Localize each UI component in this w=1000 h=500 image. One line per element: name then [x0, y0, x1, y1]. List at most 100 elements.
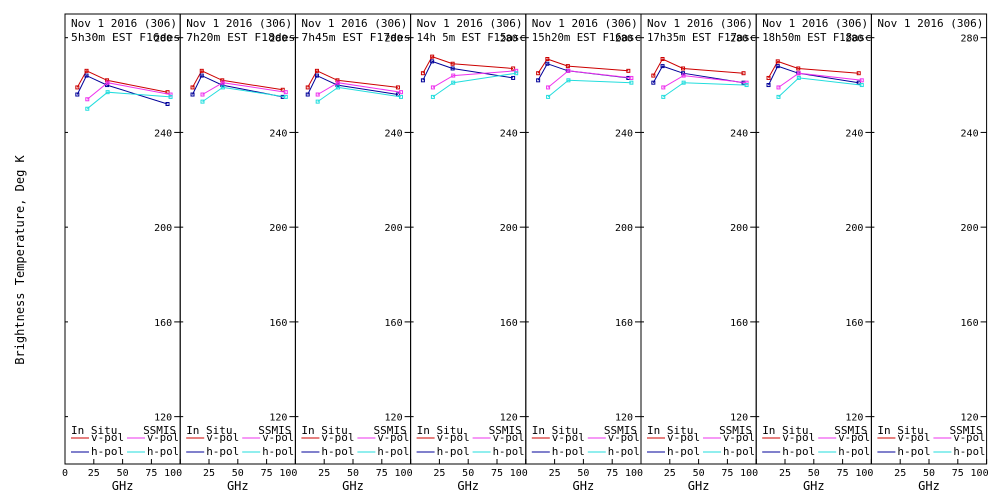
data-point	[315, 99, 320, 104]
y-tick-label: 200	[961, 223, 979, 234]
data-point	[190, 85, 195, 90]
legend-label-insitu-v: v-pol	[897, 431, 930, 444]
x-tick-label: 25	[894, 468, 906, 479]
series-insitu-v	[766, 59, 861, 80]
y-tick-label: 240	[269, 128, 287, 139]
series-line	[422, 55, 514, 74]
series-ssmis-h	[776, 75, 864, 99]
data-point	[536, 71, 541, 76]
y-tick-label: 200	[154, 223, 172, 234]
legend-label-insitu-v: v-pol	[552, 431, 585, 444]
series-line	[547, 70, 632, 88]
y-tick-label: 120	[385, 413, 403, 424]
x-axis-title: GHz	[227, 479, 249, 493]
panel-title-time: 7h45m EST F17des	[301, 31, 410, 44]
legend-label-ssmis-h: h-pol	[608, 445, 640, 458]
legend-label-ssmis-v: v-pol	[147, 431, 179, 444]
y-tick-label: 160	[154, 318, 172, 329]
x-tick-label: 100	[279, 468, 297, 479]
series-ssmis-v	[661, 73, 749, 90]
legend-label-ssmis-v: v-pol	[262, 431, 294, 444]
data-point	[451, 80, 456, 85]
x-tick-label: 75	[952, 468, 964, 479]
panels: Nov 1 2016 (306) 5h30m EST F16des 120 160 20…	[62, 13, 989, 493]
x-tick-label: 50	[232, 468, 244, 479]
series-line	[778, 77, 862, 98]
x-tick-label: 25	[549, 468, 561, 479]
data-point	[200, 99, 205, 104]
series-line	[86, 91, 171, 110]
x-tick-label: 100	[164, 468, 182, 479]
data-point	[651, 80, 656, 85]
panel-2: Nov 1 2016 (306)7h20m EST F18des 120 160 20…	[179, 13, 297, 493]
data-point	[199, 73, 204, 78]
legend-label-insitu-v: v-pol	[91, 431, 124, 444]
y-tick-label: 160	[385, 318, 403, 329]
data-point	[190, 92, 195, 97]
y-tick-label: 280	[961, 34, 979, 45]
data-point	[629, 80, 634, 85]
panel-title-time: 5h30m EST F16des	[71, 31, 180, 44]
data-point	[796, 71, 801, 76]
x-tick-label: 50	[117, 468, 129, 479]
data-point	[305, 85, 310, 90]
y-tick-label: 280	[385, 34, 403, 45]
y-tick-label: 240	[154, 128, 172, 139]
series-line	[192, 70, 283, 91]
x-tick-label: 100	[740, 468, 758, 479]
x-tick-label: 100	[625, 468, 643, 479]
legend-label-ssmis-h: h-pol	[262, 445, 294, 458]
x-axis-title: GHz	[342, 479, 364, 493]
data-point	[660, 57, 665, 61]
y-tick-label: 200	[385, 223, 403, 234]
x-tick-label: 75	[721, 468, 733, 479]
data-point	[545, 57, 550, 61]
x-tick-label: 75	[606, 468, 618, 479]
series-line	[202, 86, 286, 103]
y-tick-label: 160	[961, 318, 979, 329]
data-point	[85, 97, 90, 102]
panel-title-time: 18h50m EST F18asc	[762, 31, 871, 44]
series-insitu-v	[651, 57, 746, 78]
panel-title-date: Nov 1 2016 (306)	[301, 17, 407, 30]
data-point	[450, 61, 455, 66]
data-point	[450, 66, 455, 71]
x-axis-title: GHz	[457, 479, 479, 493]
data-point	[856, 80, 861, 85]
y-tick-label: 160	[730, 318, 748, 329]
panel-title-date: Nov 1 2016 (306)	[186, 17, 292, 30]
data-point	[661, 85, 666, 90]
x-tick-label: 100	[855, 468, 873, 479]
data-point	[105, 90, 110, 95]
series-ssmis-h	[661, 80, 749, 99]
y-tick-label: 280	[500, 34, 518, 45]
series-ssmis-v	[315, 80, 403, 97]
legend-label-ssmis-v: v-pol	[838, 431, 870, 444]
data-point	[796, 66, 801, 71]
series-line	[86, 82, 171, 100]
panel-frame	[294, 13, 412, 465]
legend-group-insitu: In Situ	[762, 424, 808, 437]
data-point	[84, 68, 89, 73]
data-point	[629, 75, 634, 80]
data-point	[420, 71, 425, 76]
y-tick-label: 120	[961, 413, 979, 424]
y-tick-label: 200	[269, 223, 287, 234]
data-point	[565, 64, 570, 69]
x-tick-label: 50	[347, 468, 359, 479]
y-tick-label: 120	[154, 413, 172, 424]
panel-title-time: 7h20m EST F18des	[186, 31, 295, 44]
data-point	[168, 94, 173, 99]
panel-7: Nov 1 2016 (306)18h50m EST F18asc 120 160 2…	[755, 13, 873, 493]
legend-label-insitu-h: h-pol	[437, 445, 470, 458]
data-point	[796, 75, 801, 80]
data-point	[511, 66, 516, 71]
data-point	[168, 92, 173, 97]
series-ssmis-v	[546, 68, 634, 90]
data-point	[395, 85, 400, 90]
data-point	[681, 71, 686, 76]
y-tick-label: 240	[730, 128, 748, 139]
